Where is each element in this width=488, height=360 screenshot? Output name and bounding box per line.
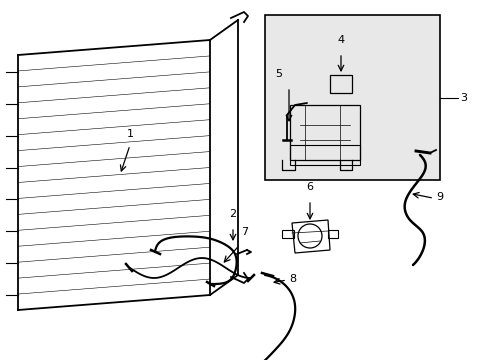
Text: 2: 2 bbox=[229, 209, 236, 219]
Text: 6: 6 bbox=[306, 182, 313, 192]
Text: 8: 8 bbox=[288, 274, 296, 284]
Text: 5: 5 bbox=[275, 69, 282, 79]
Text: 7: 7 bbox=[241, 227, 248, 237]
Text: 9: 9 bbox=[435, 192, 442, 202]
Text: 1: 1 bbox=[126, 129, 133, 139]
Text: 3: 3 bbox=[459, 93, 466, 103]
Bar bbox=[289, 105, 359, 160]
Bar bbox=[264, 15, 439, 180]
Bar bbox=[282, 230, 293, 238]
Bar bbox=[289, 145, 359, 165]
Text: 4: 4 bbox=[337, 35, 344, 45]
Bar bbox=[329, 75, 351, 93]
Bar bbox=[327, 230, 337, 238]
